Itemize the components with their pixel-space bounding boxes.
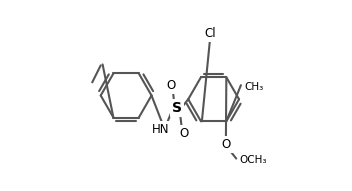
Text: HN: HN [152, 123, 170, 136]
Text: S: S [172, 101, 182, 115]
Text: O: O [179, 127, 188, 140]
Text: OCH₃: OCH₃ [239, 155, 266, 165]
Text: O: O [166, 79, 176, 92]
Text: O: O [221, 138, 231, 151]
Text: CH₃: CH₃ [245, 82, 264, 92]
Text: Cl: Cl [204, 27, 216, 40]
